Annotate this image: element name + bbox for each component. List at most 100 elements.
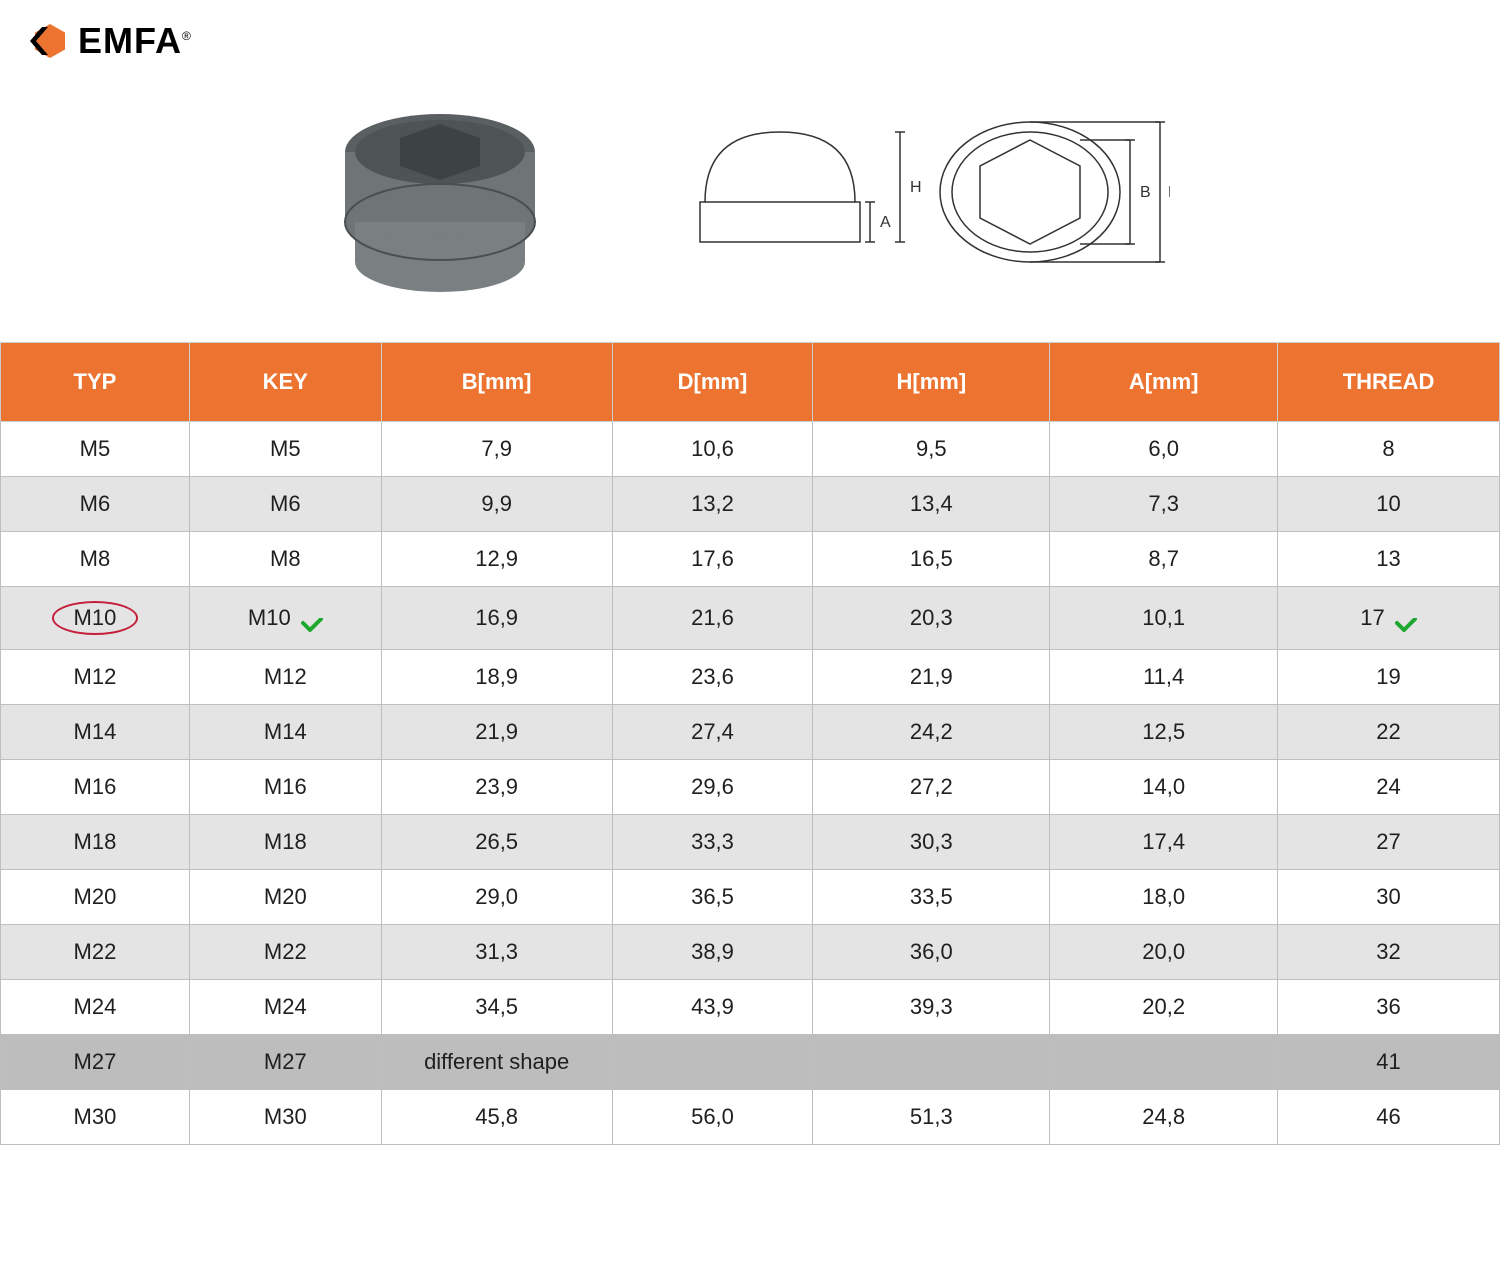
table-cell: 24,2 [813, 705, 1050, 760]
table-cell: 23,9 [381, 760, 612, 815]
table-row: M18M1826,533,330,317,427 [1, 815, 1500, 870]
table-cell: 6,0 [1050, 422, 1278, 477]
illustrations-row: A H B D [0, 62, 1500, 342]
technical-diagram: A H B D [670, 102, 1170, 282]
table-cell: 31,3 [381, 925, 612, 980]
table-cell: M14 [1, 705, 190, 760]
table-cell: 39,3 [813, 980, 1050, 1035]
table-cell: 36 [1278, 980, 1500, 1035]
table-cell: M30 [1, 1090, 190, 1145]
table-cell: 46 [1278, 1090, 1500, 1145]
table-cell: 33,5 [813, 870, 1050, 925]
table-row: M16M1623,929,627,214,024 [1, 760, 1500, 815]
table-cell: 20,2 [1050, 980, 1278, 1035]
table-cell: 20,0 [1050, 925, 1278, 980]
table-cell [813, 1035, 1050, 1090]
table-cell: 9,5 [813, 422, 1050, 477]
table-cell: 10 [1278, 477, 1500, 532]
table-cell: 33,3 [612, 815, 813, 870]
table-cell: 29,0 [381, 870, 612, 925]
table-cell [1050, 1035, 1278, 1090]
table-cell: 41 [1278, 1035, 1500, 1090]
table-cell: M8 [1, 532, 190, 587]
table-cell: 29,6 [612, 760, 813, 815]
table-cell: 34,5 [381, 980, 612, 1035]
table-cell: 30 [1278, 870, 1500, 925]
dim-label-h: H [910, 179, 922, 196]
table-cell: 22 [1278, 705, 1500, 760]
table-cell: M27 [189, 1035, 381, 1090]
table-row: M10M1016,921,620,310,117 [1, 587, 1500, 650]
table-cell: M22 [1, 925, 190, 980]
table-cell: M24 [1, 980, 190, 1035]
table-cell: 17 [1278, 587, 1500, 650]
table-cell: 24,8 [1050, 1090, 1278, 1145]
spec-table: TYPKEYB[mm]D[mm]H[mm]A[mm]THREAD M5M57,9… [0, 342, 1500, 1145]
table-row: M30M3045,856,051,324,846 [1, 1090, 1500, 1145]
table-cell: M14 [189, 705, 381, 760]
table-cell: 27,2 [813, 760, 1050, 815]
table-cell: M6 [1, 477, 190, 532]
table-row: M24M2434,543,939,320,236 [1, 980, 1500, 1035]
table-cell: different shape [381, 1035, 612, 1090]
brand-logo: EMFA® [30, 20, 1470, 62]
table-cell: 36,0 [813, 925, 1050, 980]
table-cell: M30 [189, 1090, 381, 1145]
table-cell: 16,9 [381, 587, 612, 650]
table-cell: M20 [189, 870, 381, 925]
table-cell: 7,9 [381, 422, 612, 477]
table-cell: 8,7 [1050, 532, 1278, 587]
table-cell: 26,5 [381, 815, 612, 870]
product-render [330, 92, 550, 292]
table-cell: 11,4 [1050, 650, 1278, 705]
table-cell: 14,0 [1050, 760, 1278, 815]
table-cell: 27 [1278, 815, 1500, 870]
table-row: M6M69,913,213,47,310 [1, 477, 1500, 532]
table-cell: 38,9 [612, 925, 813, 980]
table-cell: 43,9 [612, 980, 813, 1035]
table-cell: M18 [1, 815, 190, 870]
table-cell: M22 [189, 925, 381, 980]
table-cell: 21,6 [612, 587, 813, 650]
table-cell: 27,4 [612, 705, 813, 760]
table-cell: 51,3 [813, 1090, 1050, 1145]
table-cell: 32 [1278, 925, 1500, 980]
logo-icon [30, 21, 70, 61]
table-cell: M24 [189, 980, 381, 1035]
table-cell: 17,6 [612, 532, 813, 587]
table-cell: M10 [1, 587, 190, 650]
table-cell: 8 [1278, 422, 1500, 477]
table-cell: M12 [189, 650, 381, 705]
column-header: D[mm] [612, 343, 813, 422]
table-cell: M27 [1, 1035, 190, 1090]
header: EMFA® [0, 0, 1500, 62]
table-body: M5M57,910,69,56,08M6M69,913,213,47,310M8… [1, 422, 1500, 1145]
table-cell: 7,3 [1050, 477, 1278, 532]
table-row: M14M1421,927,424,212,522 [1, 705, 1500, 760]
table-cell: 10,1 [1050, 587, 1278, 650]
table-cell: M16 [1, 760, 190, 815]
table-cell: M8 [189, 532, 381, 587]
column-header: THREAD [1278, 343, 1500, 422]
table-cell: 56,0 [612, 1090, 813, 1145]
table-cell: 45,8 [381, 1090, 612, 1145]
table-cell: 36,5 [612, 870, 813, 925]
table-row: M20M2029,036,533,518,030 [1, 870, 1500, 925]
table-cell: 30,3 [813, 815, 1050, 870]
table-cell: 24 [1278, 760, 1500, 815]
column-header: KEY [189, 343, 381, 422]
table-cell: M10 [189, 587, 381, 650]
table-cell: 18,0 [1050, 870, 1278, 925]
table-cell: 9,9 [381, 477, 612, 532]
table-cell: 21,9 [813, 650, 1050, 705]
highlight-circle: M10 [52, 601, 139, 635]
table-cell: 18,9 [381, 650, 612, 705]
table-row: M8M812,917,616,58,713 [1, 532, 1500, 587]
table-cell: M16 [189, 760, 381, 815]
table-cell: M20 [1, 870, 190, 925]
table-cell: 13,4 [813, 477, 1050, 532]
logo-text: EMFA® [78, 20, 192, 62]
table-header: TYPKEYB[mm]D[mm]H[mm]A[mm]THREAD [1, 343, 1500, 422]
table-cell: M5 [1, 422, 190, 477]
check-icon [301, 612, 323, 626]
